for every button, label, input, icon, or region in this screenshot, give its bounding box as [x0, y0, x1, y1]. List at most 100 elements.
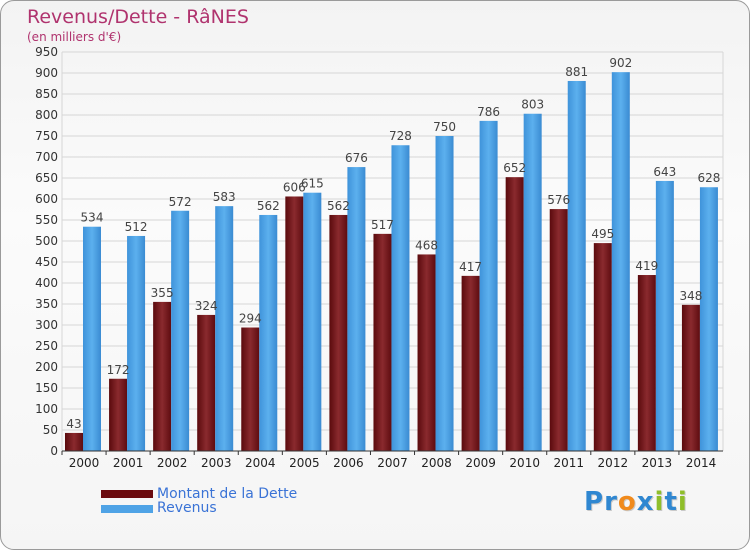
y-tick-label: 300 — [35, 318, 58, 332]
x-tick-label: 2008 — [421, 456, 452, 470]
x-tick-label: 2005 — [289, 456, 320, 470]
bar-dette — [65, 432, 83, 451]
legend-label-revenus: Revenus — [157, 500, 217, 516]
x-tick-label: 2013 — [642, 456, 673, 470]
x-tick-label: 2010 — [509, 456, 540, 470]
chart-subtitle: (en milliers d'€) — [27, 30, 122, 44]
x-axis-ticks: 2000 2001 2002 2003 2004 2005 2006 2007 2008 2009… — [61, 451, 717, 470]
y-tick-label: 100 — [35, 402, 58, 416]
value-label: 576 — [547, 193, 570, 207]
x-tick-label: 2006 — [333, 456, 364, 470]
bar-revenus — [435, 136, 454, 451]
bar-dette — [153, 301, 172, 451]
value-label: 786 — [477, 105, 500, 119]
value-label: 419 — [635, 259, 658, 273]
y-tick-label: 400 — [35, 276, 58, 290]
value-label: 562 — [257, 199, 280, 213]
bar-dette — [681, 304, 700, 451]
value-label: 643 — [653, 165, 676, 179]
bar-revenus — [127, 235, 146, 451]
value-label: 750 — [433, 120, 456, 134]
bar-revenus — [611, 72, 630, 451]
bar-dette — [241, 327, 260, 451]
value-label: 495 — [591, 227, 614, 241]
bar-dette — [417, 254, 436, 451]
y-tick-label: 600 — [35, 192, 58, 206]
x-tick-label: 2001 — [113, 456, 144, 470]
y-tick-label: 750 — [35, 129, 58, 143]
value-label: 652 — [503, 161, 526, 175]
x-tick-label: 2007 — [377, 456, 408, 470]
y-tick-label: 200 — [35, 360, 58, 374]
value-label: 572 — [169, 195, 192, 209]
y-tick-label: 550 — [35, 213, 58, 227]
logo-letter: x — [636, 487, 655, 517]
value-label: 902 — [609, 56, 632, 70]
value-label: 517 — [371, 218, 394, 232]
logo-letter: r — [604, 487, 618, 517]
x-tick-label: 2011 — [553, 456, 584, 470]
bar-dette — [109, 378, 128, 451]
value-label: 417 — [459, 260, 482, 274]
x-tick-label: 2014 — [686, 456, 717, 470]
value-labels: 4353417251235557232458329456260661556267… — [66, 56, 720, 431]
proxiti-logo: Proxiti — [584, 487, 688, 517]
y-tick-label: 900 — [35, 66, 58, 80]
bar-dette — [549, 209, 568, 451]
legend-label-debt: Montant de la Dette — [157, 486, 298, 502]
y-tick-label: 700 — [35, 150, 58, 164]
logo-letter: o — [617, 487, 637, 517]
y-tick-label: 650 — [35, 171, 58, 185]
value-label: 803 — [521, 98, 544, 112]
bar-revenus — [391, 145, 410, 452]
y-tick-label: 50 — [43, 423, 58, 437]
y-tick-label: 500 — [35, 234, 58, 248]
value-label: 583 — [213, 190, 236, 204]
y-tick-label: 0 — [50, 444, 58, 458]
x-tick-label: 2000 — [69, 456, 100, 470]
x-tick-label: 2009 — [465, 456, 496, 470]
y-tick-label: 850 — [35, 87, 58, 101]
value-label: 512 — [125, 220, 148, 234]
value-label: 355 — [151, 286, 174, 300]
bar-revenus — [171, 210, 190, 451]
value-label: 562 — [327, 199, 350, 213]
legend-swatch-revenus — [101, 505, 153, 513]
value-label: 324 — [195, 299, 218, 313]
value-label: 728 — [389, 129, 412, 143]
y-axis-ticks: 0 50 100 150 200 250 300 350 400 450 500 550 600 650 7… — [35, 45, 58, 458]
bar-revenus — [259, 214, 278, 451]
bar-revenus — [215, 206, 234, 451]
value-label: 615 — [301, 177, 324, 191]
y-tick-label: 250 — [35, 339, 58, 353]
y-tick-label: 950 — [35, 45, 58, 59]
logo-letter: i — [677, 487, 688, 517]
bar-dette — [593, 243, 612, 451]
legend-swatch-debt — [101, 490, 153, 498]
y-tick-label: 450 — [35, 255, 58, 269]
value-label: 468 — [415, 238, 438, 252]
logo-letter: i — [654, 487, 665, 517]
value-label: 43 — [66, 417, 81, 431]
bar-revenus — [479, 120, 498, 451]
logo-letter: P — [584, 487, 605, 517]
bar-revenus — [655, 180, 674, 451]
y-tick-label: 350 — [35, 297, 58, 311]
y-tick-label: 800 — [35, 108, 58, 122]
x-tick-label: 2002 — [157, 456, 188, 470]
x-tick-label: 2004 — [245, 456, 276, 470]
chart-title: Revenus/Dette - RâNES — [27, 6, 249, 28]
bar-revenus — [347, 167, 366, 451]
x-tick-label: 2012 — [598, 456, 629, 470]
value-label: 348 — [679, 289, 702, 303]
bar-dette — [285, 196, 304, 451]
bar-revenus — [699, 187, 718, 452]
value-label: 676 — [345, 151, 368, 165]
value-label: 628 — [697, 171, 720, 185]
x-tick-label: 2003 — [201, 456, 232, 470]
value-label: 881 — [565, 65, 588, 79]
bar-dette — [461, 275, 480, 451]
logo-letter: t — [664, 487, 678, 517]
